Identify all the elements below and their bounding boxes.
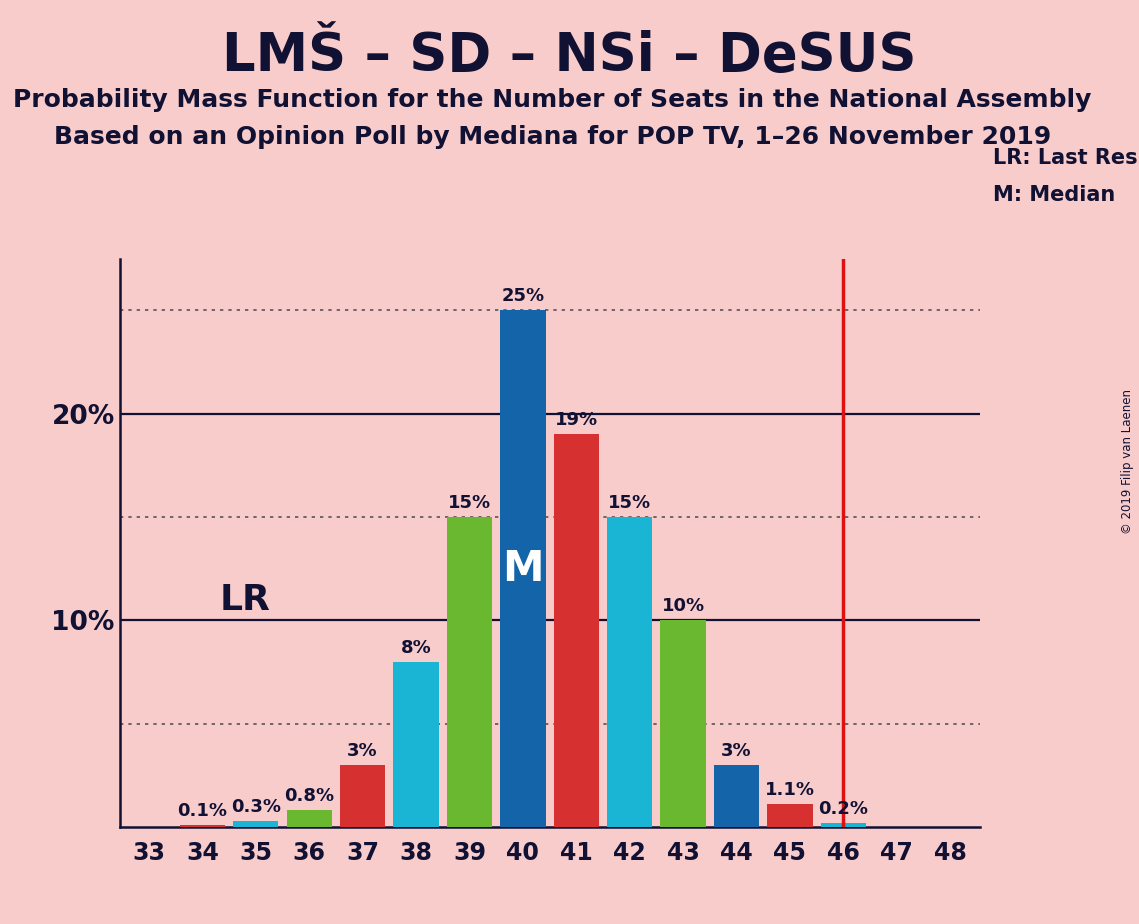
Bar xyxy=(287,810,331,827)
Bar xyxy=(339,765,385,827)
Text: 0.8%: 0.8% xyxy=(284,787,334,806)
Bar xyxy=(661,620,706,827)
Text: © 2019 Filip van Laenen: © 2019 Filip van Laenen xyxy=(1121,390,1134,534)
Text: LMŠ – SD – NSi – DeSUS: LMŠ – SD – NSi – DeSUS xyxy=(222,30,917,81)
Text: M: M xyxy=(502,548,543,590)
Text: 15%: 15% xyxy=(448,493,491,512)
Text: 19%: 19% xyxy=(555,411,598,429)
Bar xyxy=(180,825,226,827)
Text: Probability Mass Function for the Number of Seats in the National Assembly: Probability Mass Function for the Number… xyxy=(14,88,1091,112)
Bar xyxy=(768,804,812,827)
Bar xyxy=(500,310,546,827)
Bar xyxy=(393,662,439,827)
Text: 15%: 15% xyxy=(608,493,652,512)
Text: 8%: 8% xyxy=(401,638,432,656)
Bar xyxy=(446,517,492,827)
Text: M: Median: M: Median xyxy=(993,185,1115,205)
Text: 25%: 25% xyxy=(501,287,544,305)
Text: 0.3%: 0.3% xyxy=(231,797,281,816)
Bar xyxy=(554,434,599,827)
Text: 3%: 3% xyxy=(347,742,378,760)
Text: 10%: 10% xyxy=(662,597,705,615)
Text: 0.1%: 0.1% xyxy=(178,802,228,820)
Text: 1.1%: 1.1% xyxy=(765,781,814,799)
Text: Based on an Opinion Poll by Mediana for POP TV, 1–26 November 2019: Based on an Opinion Poll by Mediana for … xyxy=(54,125,1051,149)
Bar xyxy=(714,765,760,827)
Text: 0.2%: 0.2% xyxy=(818,799,868,818)
Bar xyxy=(607,517,653,827)
Bar xyxy=(233,821,279,827)
Text: LR: Last Result: LR: Last Result xyxy=(993,148,1139,168)
Text: 3%: 3% xyxy=(721,742,752,760)
Text: LR: LR xyxy=(220,583,271,616)
Bar xyxy=(820,823,866,827)
